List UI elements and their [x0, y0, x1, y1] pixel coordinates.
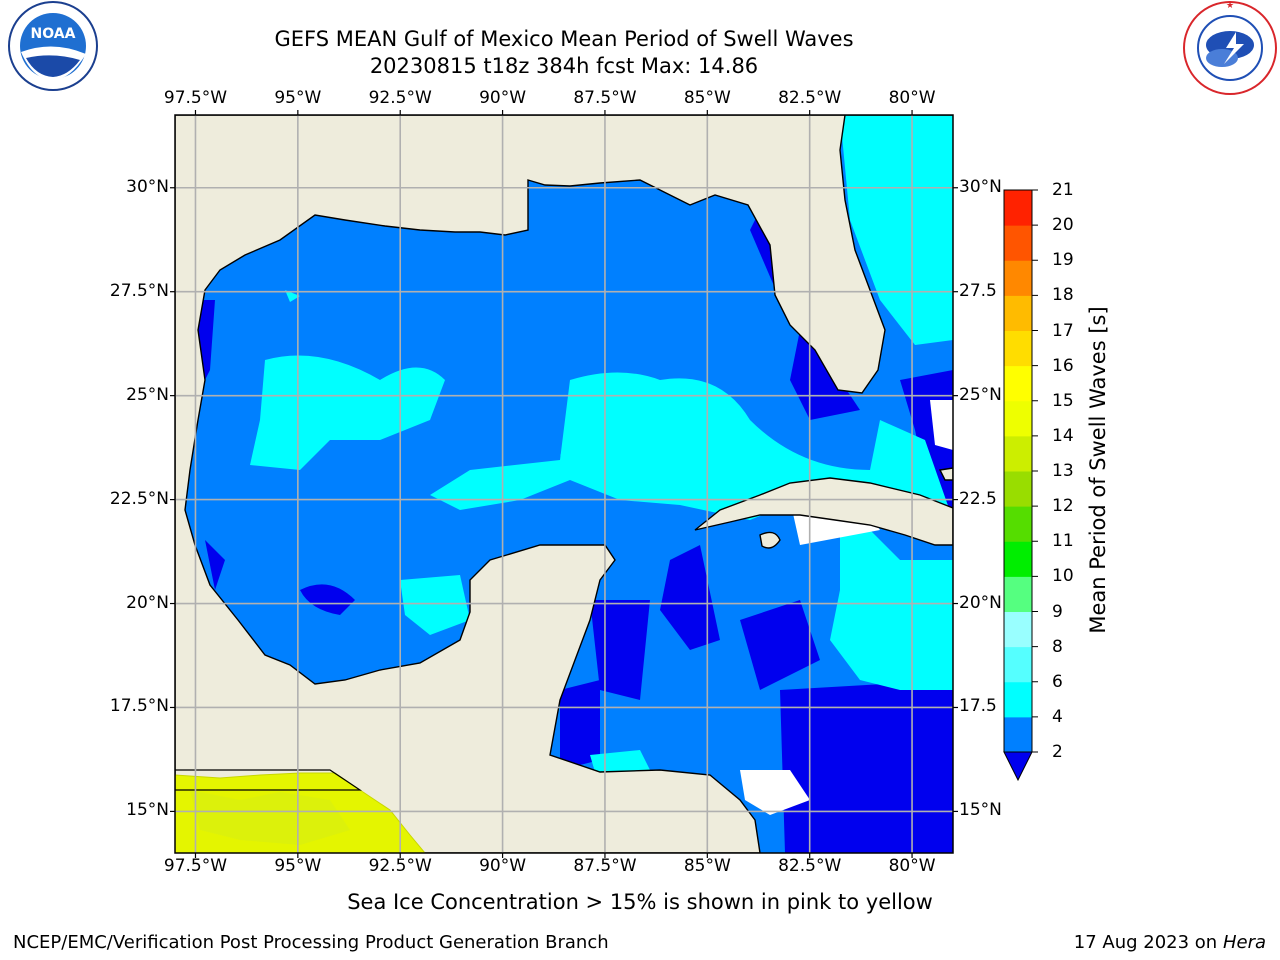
lat-tick-label: 17.5°N: [109, 696, 169, 717]
colorbar-segment: [1004, 611, 1032, 648]
colorbar-segment: [1004, 365, 1032, 402]
colorbar-segment: [1004, 506, 1032, 542]
lat-tick-label: 30°N: [959, 176, 1002, 197]
colorbar-tick-label: 8: [1052, 636, 1063, 657]
colorbar-tick-label: 15: [1052, 390, 1074, 411]
lat-tick-label: 25°N: [959, 384, 1002, 405]
footer-date-text: 17 Aug 2023 on: [1073, 932, 1218, 953]
colorbar-tick-label: 21: [1052, 180, 1074, 200]
colorbar-segment: [1004, 295, 1032, 331]
lon-tick-label: 95°W: [274, 88, 322, 108]
colorbar: [1003, 189, 1038, 782]
colorbar-segment: [1004, 471, 1032, 507]
lon-tick-label: 87.5°W: [573, 88, 637, 108]
lat-tick-label: 22.5°N: [109, 488, 169, 509]
lat-tick-label: 15°N: [126, 800, 169, 821]
lat-tick-label: 25°N: [126, 384, 169, 405]
lon-tick-label: 85°W: [683, 856, 731, 876]
lon-tick-label: 95°W: [274, 856, 322, 876]
lat-tick-label: 22.5: [959, 488, 997, 509]
colorbar-segment: [1004, 681, 1032, 718]
colorbar-segment: [1004, 435, 1032, 472]
colorbar-segment: [1004, 260, 1032, 296]
sea-ice-note: Sea Ice Concentration > 15% is shown in …: [347, 890, 933, 914]
footer-host: Hera: [1222, 932, 1266, 953]
colorbar-tick-label: 14: [1052, 425, 1074, 446]
colorbar-tick-label: 11: [1052, 531, 1074, 552]
colorbar-tick-label: 18: [1052, 285, 1074, 306]
colorbar-segment: [1004, 400, 1032, 437]
tick-marks: [170, 110, 958, 858]
gridlines: [175, 115, 953, 853]
lat-tick-label: 17.5: [959, 696, 997, 717]
lon-tick-label: 97.5°W: [163, 88, 228, 108]
colorbar-segment: [1004, 576, 1032, 612]
colorbar-tick-label: 6: [1052, 671, 1063, 692]
colorbar-segment: [1004, 541, 1032, 577]
lon-tick-label: 80°W: [888, 88, 936, 108]
lat-tick-label: 27.5°N: [109, 280, 169, 301]
lat-tick-label: 20°N: [959, 592, 1002, 613]
footer-credit: NCEP/EMC/Verification Post Processing Pr…: [13, 932, 609, 953]
colorbar-label: Mean Period of Swell Waves [s]: [1086, 306, 1110, 634]
coastline-south: [175, 769, 362, 791]
colorbar-tick-label: 4: [1052, 706, 1063, 727]
colorbar-tick-label: 13: [1052, 461, 1074, 481]
colorbar-tick-label: 10: [1052, 566, 1074, 587]
land-isla-juventud: [759, 531, 781, 549]
footer-date: 17 Aug 2023 on Hera: [1074, 932, 1266, 953]
colorbar-tick-label: 17: [1052, 320, 1074, 341]
colorbar-segment: [1004, 330, 1032, 367]
land-hispaniola-edge: [938, 467, 953, 481]
lat-tick-label: 27.5: [959, 280, 997, 301]
lon-tick-label: 92.5°W: [368, 856, 432, 876]
sea-ice-patch: [190, 790, 350, 845]
colorbar-segment: [1004, 225, 1032, 261]
lon-tick-label: 82.5°W: [778, 88, 842, 108]
chart-title: GEFS MEAN Gulf of Mexico Mean Period of …: [274, 27, 854, 51]
lon-tick-label: 85°W: [683, 88, 731, 108]
lon-tick-label: 92.5°W: [368, 88, 432, 108]
colorbar-tick-label: 16: [1052, 355, 1074, 376]
lon-tick-label: 90°W: [479, 856, 527, 876]
colorbar-tick-label: 20: [1052, 215, 1074, 236]
lon-tick-label: 82.5°W: [778, 856, 842, 876]
colorbar-tick-label: 12: [1052, 496, 1074, 517]
colorbar-extend-below: [1003, 751, 1033, 782]
lat-tick-label: 15°N: [959, 800, 1002, 821]
lon-tick-label: 87.5°W: [573, 856, 637, 876]
colorbar-tick-label: 19: [1052, 250, 1074, 271]
colorbar-segment: [1004, 190, 1032, 226]
swell-below-2-areas: [180, 210, 953, 853]
lon-tick-label: 90°W: [479, 88, 527, 108]
land-cuba: [694, 477, 953, 546]
lon-tick-label: 80°W: [888, 856, 936, 876]
lat-tick-label: 30°N: [126, 176, 169, 197]
colorbar-tick-label: 2: [1052, 742, 1063, 762]
map-frame: [174, 114, 954, 854]
lon-tick-label: 97.5°W: [163, 856, 228, 876]
colorbar-tick-label: 9: [1052, 601, 1063, 622]
colorbar-segment: [1004, 716, 1032, 753]
colorbar-segment: [1004, 646, 1032, 683]
chart-subtitle: 20230815 t18z 384h fcst Max: 14.86: [369, 54, 759, 78]
lat-tick-label: 20°N: [126, 592, 169, 613]
